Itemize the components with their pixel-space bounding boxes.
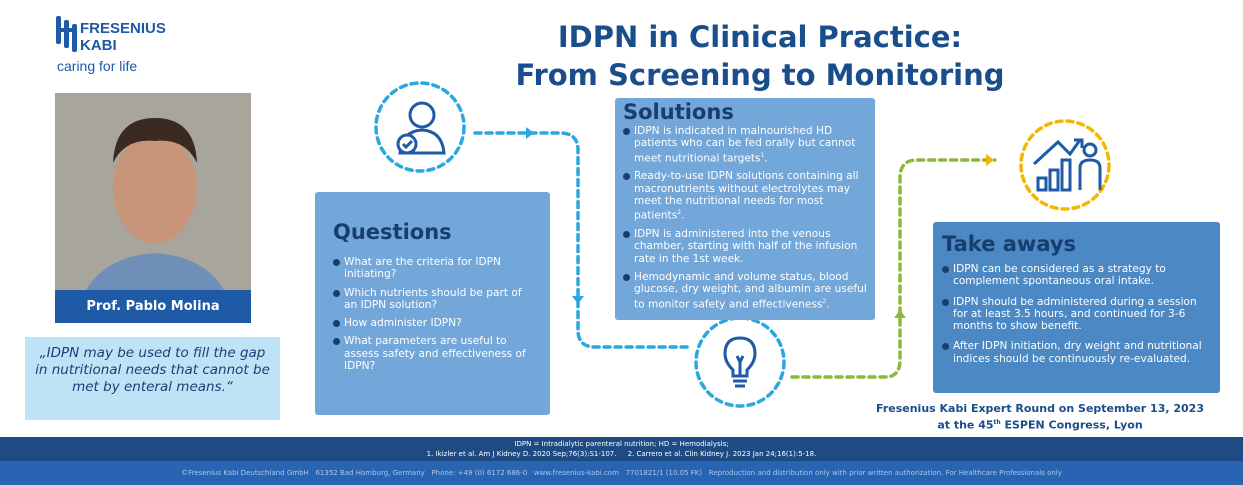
questions-heading: Questions <box>333 220 452 244</box>
solutions-panel: Solutions IDPN is indicated in malnouris… <box>615 98 875 320</box>
person-check-icon <box>396 101 446 155</box>
logo-name: FRESENIUS KABI <box>80 20 166 54</box>
arrow-icon <box>526 127 994 318</box>
takeaway-item: After IDPN initiation, dry weight and nu… <box>942 340 1210 365</box>
page-title: IDPN in Clinical Practice: From Screening… <box>515 20 1005 92</box>
question-item: What are the criteria for IDPN initiatin… <box>333 256 536 281</box>
expert-round-note: Fresenius Kabi Expert Round on September… <box>876 402 1204 432</box>
logo-tagline: caring for life <box>57 58 138 74</box>
growth-chart-icon <box>1032 138 1102 192</box>
question-item: How administer IDPN? <box>333 317 536 329</box>
solutions-heading: Solutions <box>623 100 734 124</box>
question-item: Which nutrients should be part of an IDP… <box>333 287 536 312</box>
speaker-quote: „IDPN may be used to fill the gap in nut… <box>25 337 280 420</box>
speaker-photo <box>55 93 251 323</box>
solution-item: IDPN is indicated in malnourished HD pat… <box>623 125 867 164</box>
solution-item: Hemodynamic and volume status, blood glu… <box>623 271 867 310</box>
logo-mark <box>56 16 77 52</box>
question-item: What parameters are useful to assess saf… <box>333 335 536 372</box>
takeaway-item: IDPN should be administered during a ses… <box>942 296 1210 333</box>
flow-path <box>374 81 1111 408</box>
footer-legal: ©Fresenius Kabi Deutschland GmbH 61352 B… <box>0 461 1243 485</box>
takeaways-heading: Take aways <box>942 232 1077 256</box>
footer-references: IDPN = Intradialytic parenteral nutritio… <box>0 437 1243 461</box>
solution-item: Ready-to-use IDPN solutions containing a… <box>623 170 867 222</box>
takeaways-panel: Take aways IDPN can be considered as a s… <box>933 222 1220 393</box>
lightbulb-icon <box>723 336 757 388</box>
questions-panel: Questions What are the criteria for IDPN… <box>315 192 550 415</box>
solution-item: IDPN is administered into the venous cha… <box>623 228 867 265</box>
speaker-name: Prof. Pablo Molina <box>55 290 251 323</box>
takeaway-item: IDPN can be considered as a strategy to … <box>942 263 1210 288</box>
